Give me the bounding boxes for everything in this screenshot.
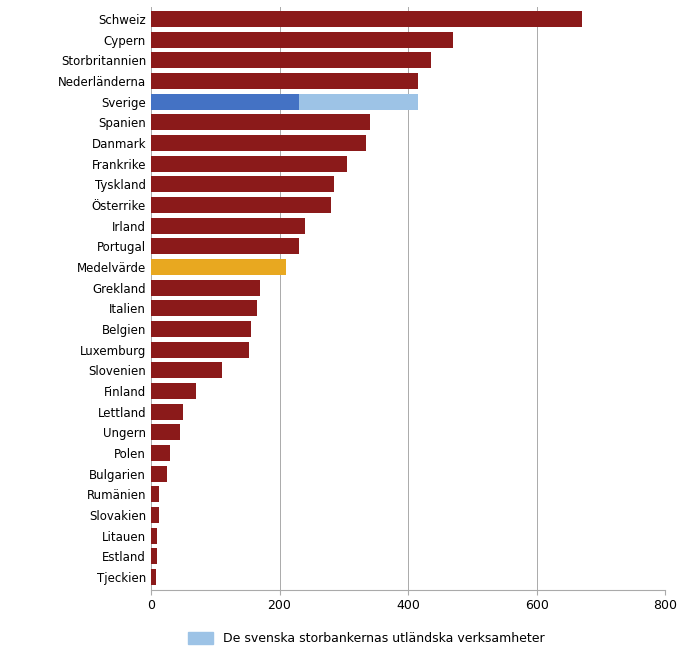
Bar xyxy=(151,548,156,565)
Bar xyxy=(151,156,347,172)
Bar xyxy=(151,466,167,482)
Bar xyxy=(151,424,180,440)
Bar xyxy=(151,403,183,420)
Bar xyxy=(151,445,170,461)
Bar xyxy=(151,73,418,89)
Bar xyxy=(151,487,159,502)
Bar xyxy=(151,528,157,544)
Bar xyxy=(151,362,222,379)
Bar xyxy=(151,321,250,337)
Bar xyxy=(151,238,299,254)
Bar xyxy=(299,94,418,109)
Legend: De svenska storbankernas utländska verksamheter: De svenska storbankernas utländska verks… xyxy=(183,627,549,650)
Bar xyxy=(151,135,366,151)
Bar xyxy=(151,217,305,234)
Bar xyxy=(151,94,299,109)
Bar xyxy=(151,507,158,523)
Bar xyxy=(151,11,582,27)
Bar xyxy=(151,176,334,193)
Bar xyxy=(151,197,331,213)
Bar xyxy=(151,569,156,585)
Bar xyxy=(151,52,431,68)
Bar xyxy=(151,383,196,399)
Bar xyxy=(151,114,370,130)
Bar xyxy=(151,280,260,296)
Bar xyxy=(151,342,248,358)
Bar xyxy=(151,300,257,316)
Bar xyxy=(151,31,453,48)
Bar xyxy=(151,259,286,275)
